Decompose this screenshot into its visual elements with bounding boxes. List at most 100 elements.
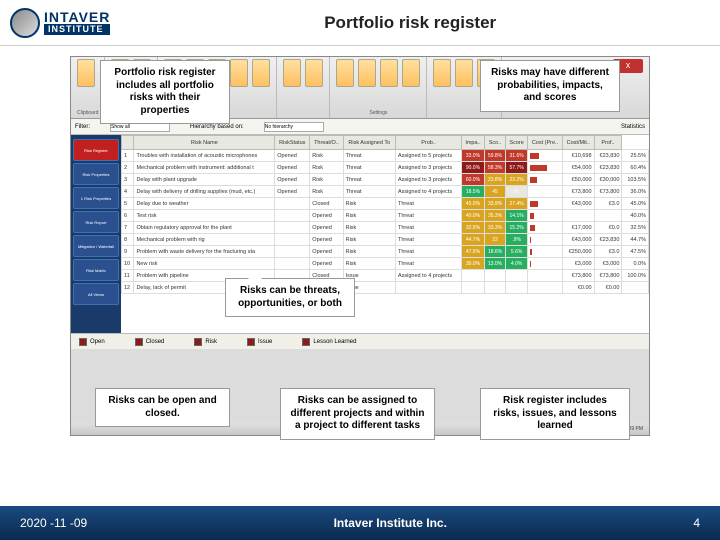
cell: Delay due to weather — [134, 198, 275, 210]
cell: Opened — [275, 162, 310, 174]
column-header[interactable]: Cost/Mit.. — [562, 136, 594, 150]
column-header[interactable]: Cost (Pre.. — [527, 136, 562, 150]
ribbon-button[interactable] — [433, 59, 451, 87]
cell: Risk — [310, 174, 343, 186]
metric-cell — [462, 270, 485, 282]
cell: Threat — [395, 246, 461, 258]
table-row[interactable]: 1Troubles with installation of acoustic … — [122, 150, 649, 162]
column-header[interactable]: Prob.. — [395, 136, 461, 150]
cell: Risk — [343, 246, 395, 258]
score-bar — [527, 150, 562, 162]
cell: Risk — [343, 222, 395, 234]
cell: 47.5% — [622, 246, 649, 258]
metric-cell: 44.7% — [462, 234, 485, 246]
cell: 40.0% — [622, 210, 649, 222]
column-header[interactable]: Risk Assigned To — [343, 136, 395, 150]
sidebar-item[interactable]: Risk Report — [73, 211, 119, 233]
cell: €3.0 — [594, 198, 622, 210]
callout-threats: Risks can be threats, opportunities, or … — [225, 278, 355, 317]
sidebar-item[interactable]: Risk Matrix — [73, 259, 119, 281]
column-header[interactable] — [122, 136, 134, 150]
table-row[interactable]: 5Delay due to weatherClosedRiskThreat45.… — [122, 198, 649, 210]
cell: 5 — [122, 198, 134, 210]
column-header[interactable]: Sco.. — [484, 136, 505, 150]
cell: €30,000 — [594, 174, 622, 186]
column-header[interactable]: Impa.. — [462, 136, 485, 150]
cell: 10 — [122, 258, 134, 270]
table-row[interactable]: 9Problem with waste delivery for the fra… — [122, 246, 649, 258]
risk-table: Risk NameRiskStatusThreat/O..Risk Assign… — [121, 135, 649, 294]
sidebar-item[interactable]: Risk Register — [73, 139, 119, 161]
table-row[interactable]: 7Obtain regulatory approval for the plan… — [122, 222, 649, 234]
cell: €23,830 — [594, 150, 622, 162]
cell: 6 — [122, 210, 134, 222]
column-header[interactable]: Risk Name — [134, 136, 275, 150]
column-header[interactable]: Score — [506, 136, 528, 150]
cell: Problem with waste delivery for the frac… — [134, 246, 275, 258]
hierarchy-input[interactable] — [264, 122, 324, 132]
ribbon-button[interactable] — [402, 59, 420, 87]
sidebar-item[interactable]: All Views — [73, 283, 119, 305]
cell: Opened — [275, 186, 310, 198]
ribbon-button[interactable] — [283, 59, 301, 87]
column-header[interactable]: RiskStatus — [275, 136, 310, 150]
metric-cell: 40.0% — [462, 210, 485, 222]
ribbon-button[interactable] — [77, 59, 95, 87]
cell: 7 — [122, 222, 134, 234]
cell: Risk — [343, 198, 395, 210]
cell: Risk — [310, 186, 343, 198]
cell: Opened — [275, 174, 310, 186]
sidebar-item[interactable]: Mitigation / Waterfall — [73, 235, 119, 257]
metric-cell: 15.2% — [506, 222, 528, 234]
table-row[interactable]: 3Delay with plant upgradeOpenedRiskThrea… — [122, 174, 649, 186]
metric-cell: 45 — [484, 186, 505, 198]
ribbon-button[interactable] — [358, 59, 376, 87]
ribbon-button[interactable] — [336, 59, 354, 87]
legend-swatch — [79, 338, 87, 346]
table-row[interactable]: 2Mechanical problem with instrument: add… — [122, 162, 649, 174]
cell: 11 — [122, 270, 134, 282]
legend-item: Issue — [247, 338, 272, 346]
score-bar — [527, 246, 562, 258]
column-header[interactable]: Threat/O.. — [310, 136, 343, 150]
callout-assigned: Risks can be assigned to different proje… — [280, 388, 435, 440]
ribbon-button[interactable] — [380, 59, 398, 87]
legend-swatch — [194, 338, 202, 346]
cell: Assigned to 5 projects — [395, 150, 461, 162]
legend-swatch — [247, 338, 255, 346]
ribbon-button[interactable] — [230, 59, 248, 87]
cell: Opened — [275, 150, 310, 162]
logo-icon — [10, 8, 40, 38]
metric-cell: 33.9% — [484, 198, 505, 210]
table-row[interactable]: 12Delay, lack of permitOpenedIssue€0.00€… — [122, 282, 649, 294]
metric-cell: 60.0% — [462, 174, 485, 186]
metric-cell: 23.8% — [484, 174, 505, 186]
metric-cell: 5.6% — [506, 246, 528, 258]
cell: €0.00 — [594, 282, 622, 294]
cell: Assigned to 3 projects — [395, 162, 461, 174]
table-row[interactable]: 4Delay with delivery of drilling supplie… — [122, 186, 649, 198]
footer-company: Intaver Institute Inc. — [334, 516, 447, 530]
ribbon-button[interactable] — [305, 59, 323, 87]
legend-label: Issue — [258, 339, 272, 345]
legend-item: Lesson Learned — [302, 338, 356, 346]
table-row[interactable]: 11Problem with pipelineClosedIssueAssign… — [122, 270, 649, 282]
score-bar — [527, 234, 562, 246]
metric-cell: % — [506, 186, 528, 198]
sidebar-item[interactable]: 1 Risk Properties — [73, 187, 119, 209]
metric-cell — [462, 282, 485, 294]
ribbon-group-label: Clipboard — [77, 110, 98, 116]
table-row[interactable]: 10New riskOpenedRiskThreat30.0%13.0%4.0%… — [122, 258, 649, 270]
sidebar-item[interactable]: Risk Properties — [73, 163, 119, 185]
cell: €23,830 — [594, 162, 622, 174]
table-row[interactable]: 6Test riskOpenedRiskThreat40.0%35.3%14.1… — [122, 210, 649, 222]
cell: Mechanical problem with rig — [134, 234, 275, 246]
ribbon-button[interactable] — [252, 59, 270, 87]
logo-text-top: INTAVER — [44, 10, 110, 24]
cell: Mechanical problem with instrument: addi… — [134, 162, 275, 174]
column-header[interactable]: Prof.. — [594, 136, 622, 150]
table-row[interactable]: 8Mechanical problem with rigOpenedRiskTh… — [122, 234, 649, 246]
cell: €50,000 — [562, 174, 594, 186]
cell: Threat — [395, 234, 461, 246]
ribbon-button[interactable] — [455, 59, 473, 87]
